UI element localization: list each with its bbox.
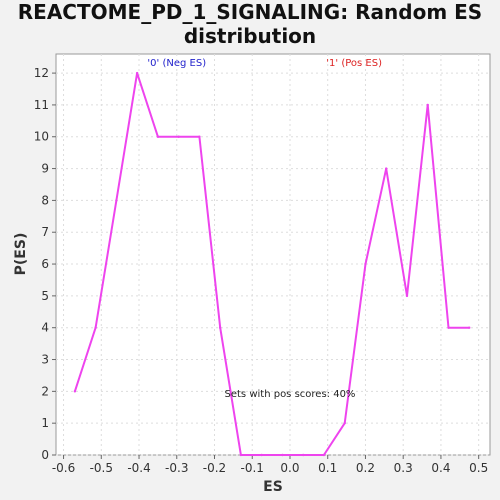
data-point bbox=[156, 135, 160, 138]
x-tick-label: -0.6 bbox=[52, 461, 75, 475]
data-point bbox=[115, 199, 118, 202]
data-point bbox=[405, 294, 409, 298]
y-tick-label: 6 bbox=[41, 257, 49, 271]
x-axis-label: ES bbox=[263, 479, 283, 495]
x-tick-label: -0.2 bbox=[203, 461, 226, 475]
x-tick-label: -0.1 bbox=[241, 461, 264, 475]
data-point bbox=[73, 390, 77, 393]
x-tick-label: -0.4 bbox=[127, 461, 150, 475]
y-tick-label: 2 bbox=[41, 384, 49, 398]
data-point bbox=[281, 453, 284, 457]
data-point bbox=[426, 103, 429, 107]
x-tick-label: 0.1 bbox=[318, 461, 337, 475]
data-point bbox=[343, 421, 346, 425]
es-distribution-line bbox=[73, 72, 470, 456]
y-tick-label: 7 bbox=[41, 225, 49, 239]
x-tick-label: -0.3 bbox=[165, 461, 188, 475]
data-point bbox=[239, 453, 243, 457]
data-point bbox=[260, 453, 263, 457]
data-point bbox=[322, 453, 326, 457]
y-tick-label: 3 bbox=[41, 353, 49, 367]
y-tick-label: 11 bbox=[34, 98, 49, 112]
y-tick-label: 12 bbox=[34, 66, 49, 80]
data-point bbox=[447, 326, 450, 329]
y-tick-label: 0 bbox=[41, 448, 49, 462]
chart-annotation: '1' (Pos ES) bbox=[326, 58, 382, 69]
data-point bbox=[301, 453, 305, 457]
y-tick-label: 5 bbox=[41, 289, 49, 303]
data-point bbox=[385, 167, 388, 170]
chart-annotation: Sets with pos scores: 40% bbox=[225, 389, 356, 400]
chart-title: REACTOME_PD_1_SIGNALING: Random ES distr… bbox=[17, 0, 483, 48]
data-point bbox=[135, 71, 139, 75]
ticks-layer: -0.6 -0.5 -0.4 -0.3 -0.2 -0.1 0.0 0.1 0.2 0.3 0.4 0… bbox=[34, 66, 489, 475]
y-tick-label: 1 bbox=[41, 416, 49, 430]
x-tick-label: 0.4 bbox=[431, 461, 450, 475]
data-point bbox=[218, 326, 222, 329]
y-tick-label: 9 bbox=[41, 162, 49, 176]
x-tick-label: 0.2 bbox=[356, 461, 375, 475]
y-tick-label: 10 bbox=[34, 130, 49, 144]
x-tick-label: 0.0 bbox=[280, 461, 299, 475]
data-point bbox=[364, 262, 367, 266]
data-point bbox=[94, 326, 97, 329]
y-tick-label: 8 bbox=[41, 193, 49, 207]
x-tick-label: -0.5 bbox=[90, 461, 113, 475]
data-point bbox=[177, 135, 180, 138]
data-point bbox=[198, 135, 201, 138]
annotation-layer: '0' (Neg ES) '1' (Pos ES) Sets with pos sc… bbox=[147, 58, 382, 400]
series-layer bbox=[73, 71, 471, 457]
y-tick-label: 4 bbox=[41, 321, 49, 335]
chart-annotation: '0' (Neg ES) bbox=[147, 58, 206, 69]
data-point bbox=[468, 326, 471, 329]
x-tick-label: 0.3 bbox=[394, 461, 413, 475]
x-tick-label: 0.5 bbox=[469, 461, 488, 475]
y-axis-label: P(ES) bbox=[13, 233, 29, 276]
